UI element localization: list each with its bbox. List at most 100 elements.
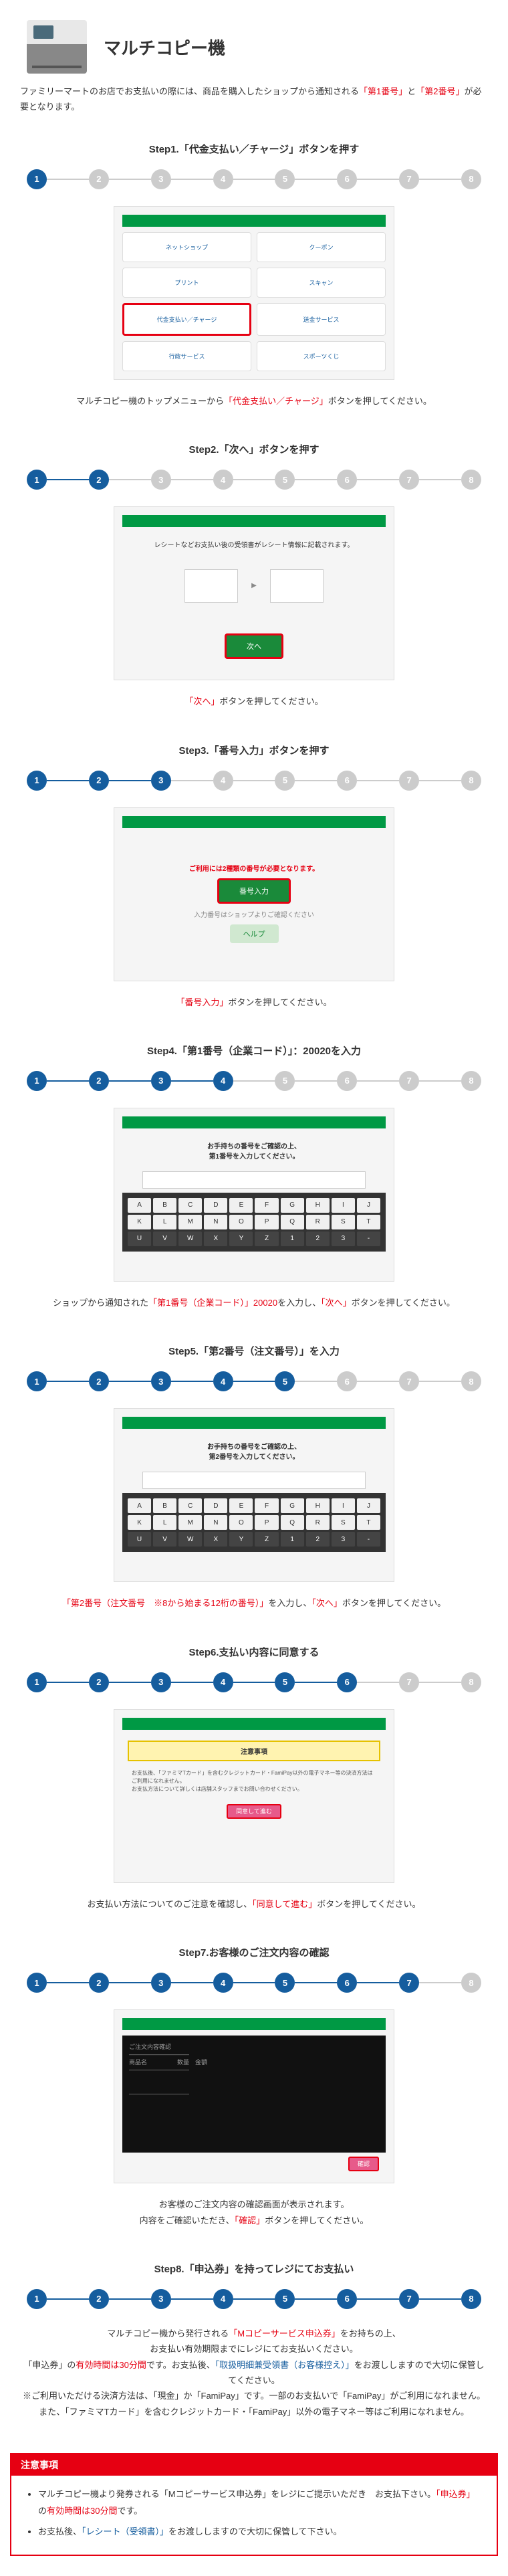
progress-node-3: 3 (151, 771, 171, 791)
notes-item: お支払後、「レシート（受領書）」をお渡ししますので大切に保管して下さい。 (38, 2524, 483, 2541)
progress-node-6: 6 (337, 470, 357, 490)
progress-node-4: 4 (213, 2289, 233, 2309)
progress-node-7: 7 (399, 169, 419, 189)
progress-node-6: 6 (337, 2289, 357, 2309)
progress-node-3: 3 (151, 1672, 171, 1692)
progress-node-1: 1 (27, 169, 47, 189)
progress-node-7: 7 (399, 1371, 419, 1391)
confirm-button-mock: 確認 (348, 2157, 379, 2171)
progress-bar: 12345678 (27, 2289, 481, 2309)
progress-node-3: 3 (151, 2289, 171, 2309)
progress-node-4: 4 (213, 1973, 233, 1993)
numinput-button-mock: 番号入力 (217, 878, 291, 904)
progress-node-3: 3 (151, 1071, 171, 1091)
intro-text: ファミリーマートのお店でお支払いの際には、商品を購入したショップから通知される「… (0, 84, 508, 142)
progress-node-7: 7 (399, 1071, 419, 1091)
progress-node-2: 2 (89, 771, 109, 791)
step-title: Step1.「代金支払い／チャージ」ボタンを押す (0, 142, 508, 156)
progress-node-1: 1 (27, 1371, 47, 1391)
step-title: Step2.「次へ」ボタンを押す (0, 442, 508, 456)
progress-bar: 12345678 (27, 1371, 481, 1391)
progress-node-4: 4 (213, 771, 233, 791)
progress-node-5: 5 (275, 169, 295, 189)
step-4: Step4.「第1番号（企業コード）」：20020を入力12345678お手持ち… (0, 1044, 508, 1310)
progress-node-7: 7 (399, 470, 419, 490)
step-3: Step3.「番号入力」ボタンを押す12345678ご利用には2種類の番号が必要… (0, 743, 508, 1010)
progress-node-1: 1 (27, 1973, 47, 1993)
progress-node-7: 7 (399, 771, 419, 791)
notes-box: 注意事項 マルチコピー機より発券される「Mコピーサービス申込券」をレジにご提示い… (10, 2453, 498, 2556)
step-title: Step6.支払い内容に同意する (0, 1645, 508, 1659)
progress-bar: 12345678 (27, 169, 481, 189)
menu-item: 行政サービス (122, 341, 251, 371)
progress-node-8: 8 (461, 1371, 481, 1391)
progress-node-8: 8 (461, 1672, 481, 1692)
progress-node-2: 2 (89, 2289, 109, 2309)
menu-item: ネットショップ (122, 232, 251, 262)
step-2: Step2.「次へ」ボタンを押す 1 2 3 4 5 6 7 8 レシートなどお支払い後の受領書が… (0, 442, 508, 709)
progress-node-1: 1 (27, 470, 47, 490)
menu-item: クーポン (257, 232, 386, 262)
step-screenshot: ご注文内容確認――――――――――商品名 数量 金額―――――――――― ―――… (114, 2009, 394, 2183)
menu-item: スキャン (257, 268, 386, 298)
notes-body: マルチコピー機より発券される「Mコピーサービス申込券」をレジにご提示いただき お… (11, 2476, 497, 2555)
step-1: Step1.「代金支払い／チャージ」ボタンを押す12345678ネットショップク… (0, 142, 508, 409)
step-caption: 「第2番号（注文番号 ※8から始まる12桁の番号）」を入力し、「次へ」ボタンを押… (0, 1595, 508, 1611)
progress-node-4: 4 (213, 169, 233, 189)
menu-item: スポーツくじ (257, 341, 386, 371)
progress-node-1: 1 (27, 771, 47, 791)
step-caption: マルチコピー機から発行される「Mコピーサービス申込券」をお持ちの上、お支払い有効… (0, 2326, 508, 2419)
step-title: Step8.「申込券」を持ってレジにてお支払い (0, 2262, 508, 2276)
step-title: Step4.「第1番号（企業コード）」：20020を入力 (0, 1044, 508, 1058)
progress-bar: 12345678 (27, 1672, 481, 1692)
progress-node-6: 6 (337, 771, 357, 791)
step-caption: 「番号入力」ボタンを押してください。 (0, 995, 508, 1010)
menu-item: 代金支払い／チャージ (122, 303, 251, 336)
progress-node-2: 2 (89, 1672, 109, 1692)
progress-bar: 1 2 3 4 5 6 7 8 (27, 771, 481, 791)
step-caption: マルチコピー機のトップメニューから「代金支払い／チャージ」ボタンを押してください… (0, 393, 508, 409)
step-caption: お支払い方法についてのご注意を確認し、「同意して進む」ボタンを押してください。 (0, 1896, 508, 1912)
step-caption: お客様のご注文内容の確認画面が表示されます。内容をご確認いただき、「確認」ボタン… (0, 2197, 508, 2228)
progress-node-2: 2 (89, 470, 109, 490)
progress-node-8: 8 (461, 470, 481, 490)
progress-node-6: 6 (337, 1371, 357, 1391)
step-6: Step6.支払い内容に同意する12345678注意事項お支払後、「ファミマTカ… (0, 1645, 508, 1912)
keypad: ABCDEFGHIJKLMNOPQRSTUVWXYZ123- (122, 1493, 386, 1552)
progress-node-2: 2 (89, 1071, 109, 1091)
progress-node-3: 3 (151, 470, 171, 490)
next-button-mock: 次へ (225, 633, 283, 659)
progress-node-1: 1 (27, 1071, 47, 1091)
progress-node-1: 1 (27, 2289, 47, 2309)
progress-node-5: 5 (275, 1973, 295, 1993)
progress-node-6: 6 (337, 169, 357, 189)
step-screenshot: ご利用には2種類の番号が必要となります。番号入力入力番号はショップよりご確認くだ… (114, 807, 394, 981)
keypad: ABCDEFGHIJKLMNOPQRSTUVWXYZ123- (122, 1193, 386, 1252)
step-screenshot: 注意事項お支払後、「ファミマTカード」を含むクレジットカード・FamiPay以外… (114, 1709, 394, 1883)
step-caption: ショップから通知された「第1番号（企業コード）」20020を入力し、「次へ」ボタ… (0, 1295, 508, 1310)
progress-node-8: 8 (461, 1973, 481, 1993)
progress-node-2: 2 (89, 1973, 109, 1993)
agree-button-mock: 同意して進む (227, 1804, 281, 1819)
step-title: Step7.お客様のご注文内容の確認 (0, 1945, 508, 1959)
progress-bar: 1 2 3 4 5 6 7 8 (27, 470, 481, 490)
progress-node-7: 7 (399, 1672, 419, 1692)
step-screenshot: レシートなどお支払い後の受領書がレシート情報に記載されます。▶次へ (114, 506, 394, 680)
step-screenshot: お手持ちの番号をご確認の上、 第1番号を入力してください。ABCDEFGHIJK… (114, 1108, 394, 1282)
progress-bar: 1 2 3 4 5 6 7 8 (27, 1973, 481, 1993)
progress-node-8: 8 (461, 771, 481, 791)
notes-item: マルチコピー機より発券される「Mコピーサービス申込券」をレジにご提示いただき お… (38, 2486, 483, 2519)
progress-node-3: 3 (151, 1973, 171, 1993)
progress-node-4: 4 (213, 1071, 233, 1091)
progress-node-2: 2 (89, 1371, 109, 1391)
step-5: Step5.「第2番号（注文番号）」を入力12345678お手持ちの番号をご確認… (0, 1344, 508, 1611)
progress-node-4: 4 (213, 470, 233, 490)
progress-node-7: 7 (399, 1973, 419, 1993)
step-caption: 「次へ」ボタンを押してください。 (0, 694, 508, 709)
progress-node-6: 6 (337, 1973, 357, 1993)
progress-node-5: 5 (275, 771, 295, 791)
progress-node-3: 3 (151, 169, 171, 189)
step-title: Step5.「第2番号（注文番号）」を入力 (0, 1344, 508, 1358)
progress-node-5: 5 (275, 470, 295, 490)
progress-node-1: 1 (27, 1672, 47, 1692)
